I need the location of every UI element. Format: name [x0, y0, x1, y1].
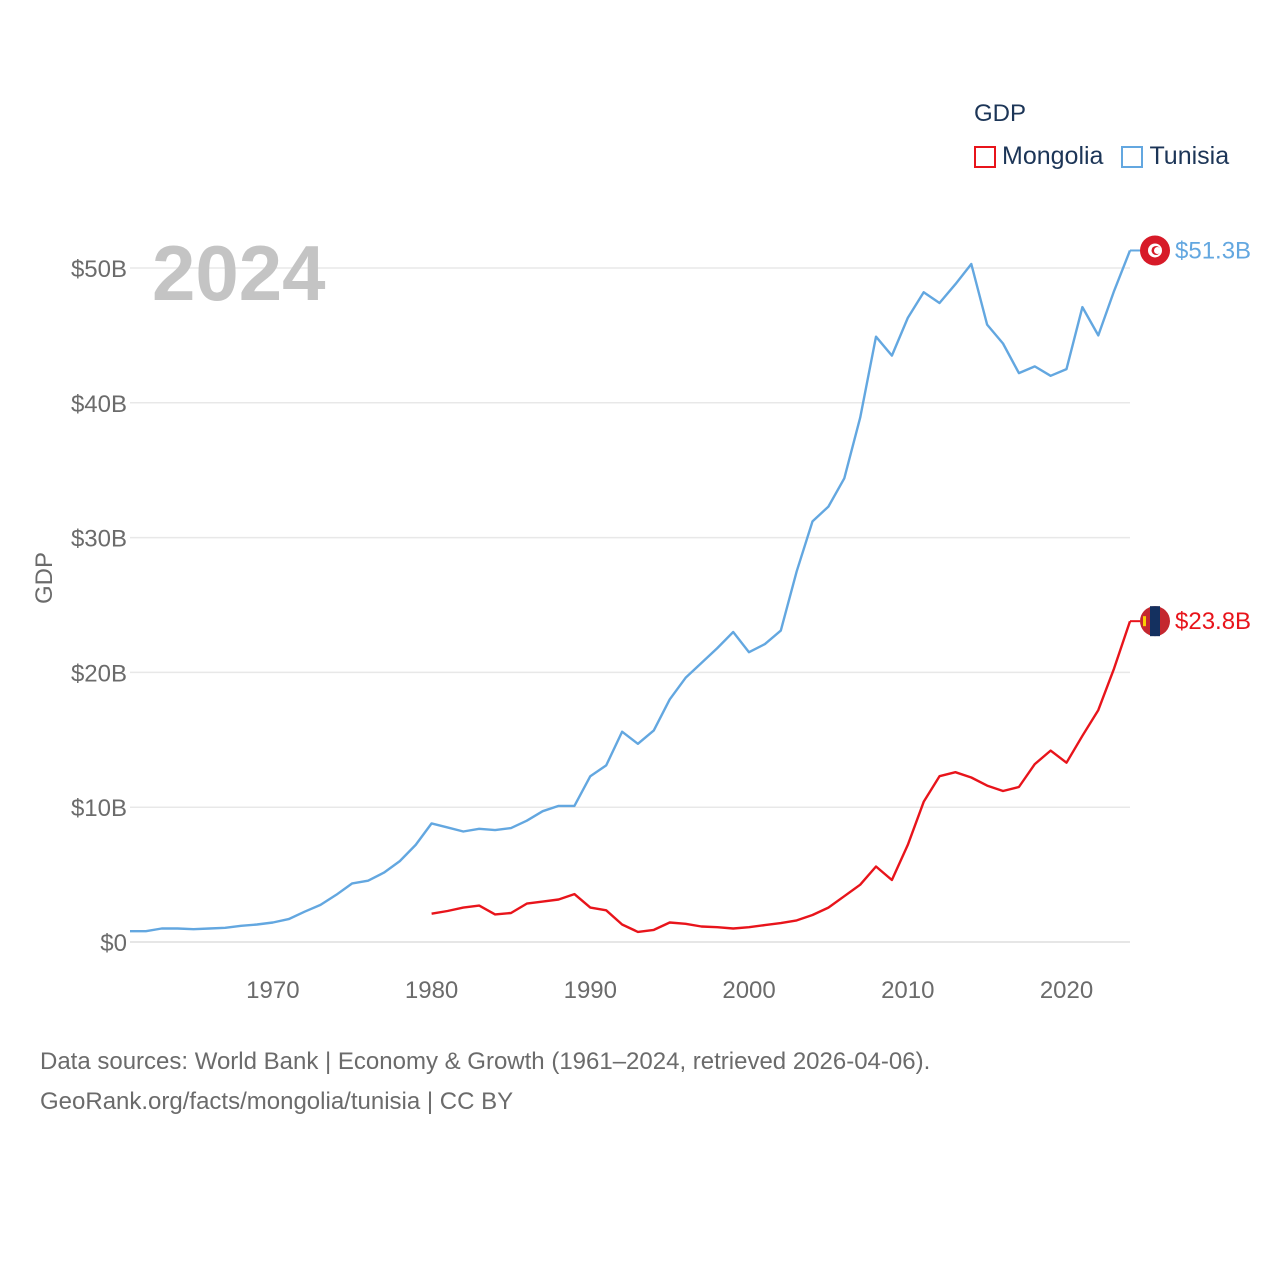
legend-title: GDP: [974, 100, 1027, 127]
footer-link[interactable]: GeoRank.org/facts/mongolia/tunisia | CC …: [40, 1088, 514, 1115]
flag-icon-tunisia: [1140, 235, 1170, 266]
y-tick-label: $30B: [71, 526, 127, 553]
x-axis-tick-labels: 1970 1980 1990 2000 2010 2020: [246, 977, 1093, 1004]
legend: GDP Mongolia Tunisia: [974, 100, 1229, 171]
legend-swatch-mongolia: [974, 145, 996, 168]
legend-item-tunisia[interactable]: Tunisia: [1121, 142, 1229, 171]
legend-item-mongolia[interactable]: Mongolia: [974, 142, 1103, 171]
x-tick-label: 1970: [246, 977, 299, 1004]
series-line-tunisia: [130, 250, 1132, 933]
series-lines: [130, 250, 1132, 934]
y-tick-label: $10B: [71, 795, 127, 822]
y-tick-label: $50B: [71, 256, 127, 283]
footer-sources: Data sources: World Bank | Economy & Gro…: [40, 1048, 931, 1075]
legend-label-tunisia: Tunisia: [1149, 142, 1230, 170]
y-axis-tick-labels: $0 $10B $20B $30B $40B $50B: [71, 256, 127, 957]
grid-lines: [130, 267, 1130, 943]
legend-swatch-tunisia: [1121, 145, 1144, 168]
y-tick-label: $20B: [71, 660, 127, 687]
legend-label-mongolia: Mongolia: [1002, 142, 1104, 170]
end-label-tunisia: $51.3B: [1175, 237, 1251, 264]
series-end-labels: $51.3B $23.8B: [1130, 235, 1251, 637]
y-tick-label: $40B: [71, 391, 127, 418]
x-tick-label: 2020: [1040, 977, 1093, 1004]
current-year-label: 2024: [152, 229, 326, 317]
x-tick-label: 2000: [722, 977, 775, 1004]
x-tick-label: 1990: [564, 977, 617, 1004]
x-tick-label: 2010: [881, 977, 934, 1004]
y-axis-label: GDP: [31, 552, 58, 604]
series-line-mongolia: [431, 620, 1132, 934]
end-label-mongolia: $23.8B: [1175, 608, 1251, 635]
flag-icon-mongolia: [1140, 606, 1170, 637]
y-tick-label: $0: [100, 930, 127, 957]
x-tick-label: 1980: [405, 977, 458, 1004]
footer: Data sources: World Bank | Economy & Gro…: [40, 1042, 930, 1122]
